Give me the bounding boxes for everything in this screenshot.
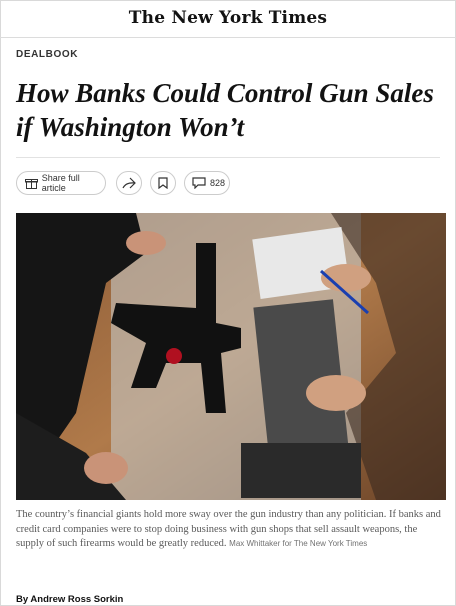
share-button[interactable]: Share full article [16,171,106,195]
page: The New York Times DEALBOOK How Banks Co… [0,0,456,606]
comment-count: 828 [210,178,225,188]
photo-credit: Max Whittaker for The New York Times [229,539,367,548]
comments-button[interactable]: 828 [184,171,230,195]
share-label: Share full article [42,173,105,193]
divider [16,157,440,158]
gift-icon [25,177,38,189]
photo-caption: The country’s financial giants hold more… [16,508,441,552]
byline[interactable]: By Andrew Ross Sorkin [16,594,123,605]
bookmark-icon [158,177,168,189]
logo[interactable]: The New York Times [0,8,456,28]
section-label[interactable]: DEALBOOK [16,49,78,60]
forward-button[interactable] [116,171,142,195]
save-button[interactable] [150,171,176,195]
forward-icon [122,177,136,189]
divider [0,37,456,38]
comment-icon [192,177,206,189]
article-photo[interactable] [16,213,446,500]
headline: How Banks Could Control Gun Sales if Was… [16,76,436,144]
